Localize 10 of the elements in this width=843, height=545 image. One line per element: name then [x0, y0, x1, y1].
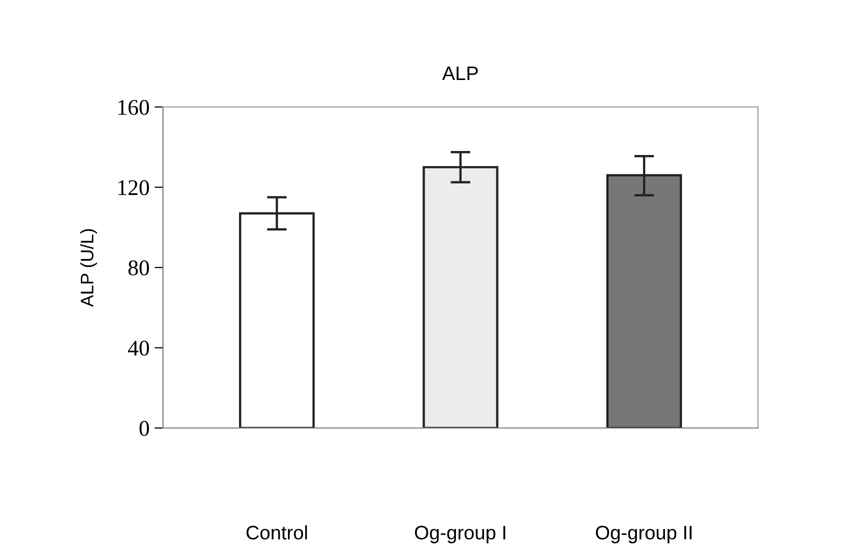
chart-title: ALP — [442, 66, 478, 80]
y-axis-title: ALP (U/L) — [80, 229, 98, 307]
y-tick-label: 40 — [128, 340, 149, 356]
y-tick-label: 0 — [140, 420, 149, 436]
y-tick-label: 120 — [118, 180, 149, 196]
x-tick-label: Og-group II — [596, 526, 692, 544]
x-tick-label: Control — [246, 525, 307, 540]
x-tick-label: Og-group I — [414, 526, 506, 544]
y-tick-label: 80 — [128, 260, 149, 276]
y-tick-label: 160 — [118, 100, 149, 115]
